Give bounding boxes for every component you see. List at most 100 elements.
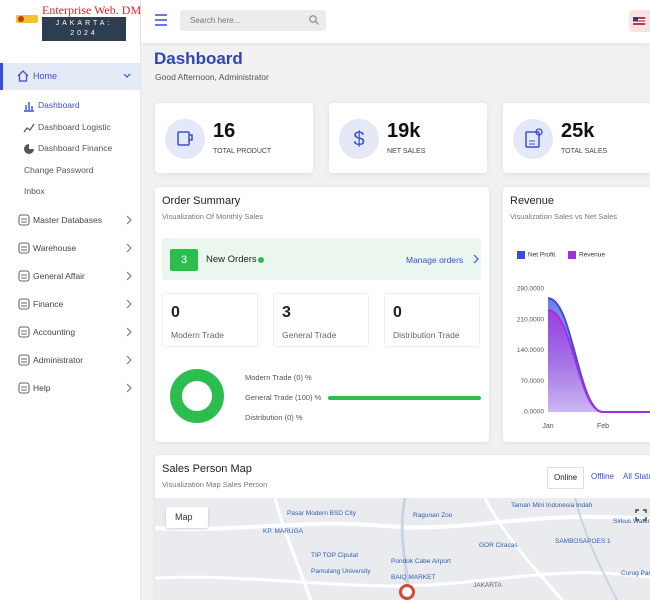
submenu-item[interactable]: Dashboard Finance — [38, 143, 113, 153]
brand-subtitle: JAKARTA: 2024 — [42, 17, 126, 41]
stat-value: 16 — [213, 120, 236, 142]
submenu-icon — [23, 99, 35, 117]
fullscreen-button[interactable] — [635, 509, 647, 521]
donut-legend-item: Distribution (0) % — [245, 413, 303, 422]
sidebar: Enterprise Web. DMO JAKARTA: 2024 Home D… — [0, 0, 150, 600]
trade-label: General Trade — [282, 330, 337, 340]
status-tab[interactable]: Offline — [591, 472, 614, 481]
flag-icon — [633, 17, 645, 25]
hamburger[interactable] — [155, 14, 168, 26]
chevron-right-svg — [126, 383, 132, 393]
submenu-item[interactable]: Dashboard Logistic — [38, 122, 111, 132]
progress-bar — [328, 396, 481, 400]
search-placeholder: Search here... — [190, 16, 241, 25]
menu-icon — [18, 325, 30, 343]
menu-item[interactable]: Accounting — [33, 327, 76, 337]
dollar-icon: $ — [353, 128, 364, 150]
menu-icon-svg — [18, 354, 30, 366]
y-tick-label: 210.0000 — [517, 316, 544, 323]
submenu-item[interactable]: Inbox — [24, 186, 45, 196]
trade-label: Distribution Trade — [393, 330, 460, 340]
y-tick-label: 280.0000 — [517, 286, 544, 293]
chevron-right — [124, 213, 136, 231]
stat-label: TOTAL SALES — [561, 148, 608, 155]
map-place: GOR Ciracas — [479, 542, 518, 549]
chevron-right-svg — [126, 355, 132, 365]
submenu-item[interactable]: Dashboard — [38, 100, 80, 110]
chevron-right — [124, 297, 136, 315]
status-tab[interactable]: All Status — [623, 472, 650, 481]
status-dot — [258, 257, 264, 263]
x-tick-label: Feb — [597, 423, 609, 430]
chevron-right — [124, 353, 136, 371]
home-menu[interactable]: Home — [0, 63, 140, 90]
menu-icon — [18, 269, 30, 287]
stat-icon-svg — [525, 128, 543, 148]
menu-item[interactable]: Help — [33, 383, 51, 393]
language-button[interactable] — [629, 10, 650, 32]
search-box[interactable]: Search here... — [180, 10, 326, 31]
donut-legend-item: Modern Trade (0) % — [245, 373, 312, 382]
menu-icon — [18, 353, 30, 371]
map-place: Pasar Modern BSD City — [287, 510, 356, 517]
trade-label: Modern Trade — [171, 330, 224, 340]
menu-item[interactable]: General Affair — [33, 271, 85, 281]
revenue-card: Revenue Visualization Sales vs Net Sales… — [503, 187, 650, 442]
menu-icon — [18, 297, 30, 315]
legend-swatch — [568, 251, 576, 259]
stat-icon: $ — [339, 119, 379, 159]
trade-box: 0 Modern Trade — [162, 293, 258, 347]
chevron-right-svg — [126, 299, 132, 309]
menu-item[interactable]: Warehouse — [33, 243, 77, 253]
trade-donut — [170, 369, 224, 423]
map-type-button[interactable]: Map — [166, 507, 208, 528]
map-place: JAKARTA — [473, 582, 502, 589]
chevron-right — [124, 381, 136, 399]
logo — [16, 15, 38, 23]
chevron-down — [123, 73, 131, 78]
menu-item[interactable]: Finance — [33, 299, 64, 309]
menu-icon-svg — [18, 382, 30, 394]
legend-label: Net Profit — [528, 252, 555, 259]
donut-legend-item: General Trade (100) % — [245, 393, 322, 402]
menu-icon-svg — [18, 270, 30, 282]
greeting: Good Afternoon, Administrator — [155, 72, 269, 82]
map-card: Sales Person Map Visualization Map Sales… — [155, 455, 650, 600]
stat-label: TOTAL PRODUCT — [213, 148, 272, 155]
card-subtitle: Visualization Of Monthly Sales — [162, 212, 264, 221]
submenu-item[interactable]: Change Password — [24, 165, 94, 175]
y-tick-label: 0.0000 — [524, 409, 544, 416]
map-place: Pamulang University — [311, 568, 371, 575]
map[interactable]: Pasar Modern BSD City Ragunan Zoo Taman Mi… — [155, 498, 650, 600]
chevron-right-svg — [126, 271, 132, 281]
menu-icon-svg — [18, 242, 30, 254]
trade-value: 3 — [282, 304, 291, 321]
y-tick-label: 70.0000 — [521, 378, 545, 385]
menu-item[interactable]: Master Databases — [33, 215, 102, 225]
revenue-chart: 0.0000 70.0000 140.0000 210.0000 280.0000 Jan… — [517, 251, 650, 430]
submenu-icon — [23, 121, 35, 139]
menu-item[interactable]: Administrator — [33, 355, 84, 365]
trade-value: 0 — [393, 304, 402, 321]
chevron-right-svg — [126, 243, 132, 253]
card-subtitle: Visualization Sales vs Net Sales — [510, 212, 617, 221]
submenu-icon-svg — [24, 144, 34, 154]
area-fill — [548, 310, 650, 412]
topbar: Search here... — [141, 0, 650, 43]
new-orders-banner: 3 New Orders Manage orders — [162, 238, 481, 280]
status-tab[interactable]: Online — [547, 467, 585, 489]
submenu-icon-svg — [23, 123, 35, 133]
map-place: SAMBOSAPOES 1 — [555, 538, 611, 545]
map-place: Ragunan Zoo — [413, 512, 453, 519]
stat-value: 19k — [387, 120, 421, 142]
map-place: KP. MARUGA — [263, 528, 303, 535]
chevron-right-svg — [126, 215, 132, 225]
manage-orders-link[interactable]: Manage orders — [406, 255, 464, 265]
chevron-right — [124, 325, 136, 343]
card-subtitle: Visualization Map Sales Person — [162, 480, 268, 489]
menu-icon-svg — [18, 298, 30, 310]
brand-title: Enterprise Web. DMO — [42, 3, 150, 17]
